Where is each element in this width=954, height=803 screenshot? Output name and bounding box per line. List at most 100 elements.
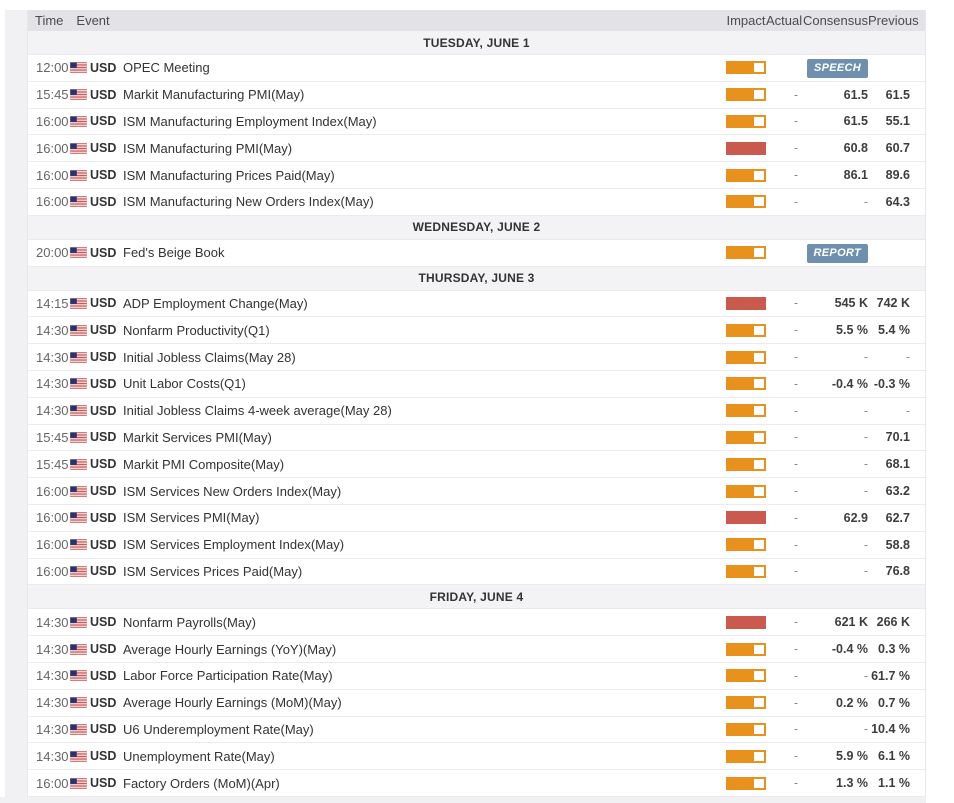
event-row[interactable]: 12:00 USD OPEC Meeting [28,55,925,82]
previous-value: -0.3 % [873,376,910,391]
actual-value: - [793,350,798,365]
event-row[interactable]: 16:00 USD Factory Orders (MoM)(Apr) - [28,770,925,797]
date-header: WEDNESDAY, JUNE 2 [28,215,925,240]
consensus-cell: 62.9 [798,509,868,527]
event-time: 14:30 [36,614,69,630]
previous-value: 89.6 [885,168,910,183]
actual-value: - [793,430,798,445]
us-flag-icon [70,351,87,363]
event-row[interactable]: 14:30 USD Average Hourly Earnings (MoM)(… [28,689,925,717]
event-time: 12:00 [36,60,69,76]
event-row[interactable]: 14:30 USD U6 Underemployment Rate(May) [28,716,925,744]
event-row[interactable]: 16:00 USD ISM Services PMI(May) - [28,504,925,532]
event-row[interactable]: 14:30 USD Labor Force Participation Rate… [28,662,925,690]
us-flag-icon [70,297,87,309]
actual-value: - [793,510,798,525]
event-time: 14:30 [36,721,69,737]
actual-value: - [793,776,798,791]
consensus-cell: -0.4 % [798,375,868,393]
consensus-value: - [863,564,868,579]
consensus-cell: - [798,720,868,738]
event-title: Nonfarm Productivity(Q1) [123,322,270,338]
currency-label: USD [90,510,117,525]
us-flag-icon [70,62,87,74]
event-title: Unemployment Rate(May) [123,748,275,764]
column-header-previous: Previous [868,13,919,28]
event-time: 14:30 [36,376,69,392]
actual-value: - [793,87,798,102]
event-badge[interactable]: SPEECH [806,58,868,78]
event-row[interactable]: 16:00 USD ISM Services New Orders Index(… [28,478,925,505]
event-row[interactable]: 16:00 USD ISM Manufacturing PMI(May) - [28,135,925,163]
currency-label: USD [90,403,117,418]
currency-label: USD [90,168,117,183]
event-row[interactable]: 14:30 USD Average Hourly Earnings (YoY)(… [28,636,925,663]
previous-value: 63.2 [885,484,910,499]
event-title: ISM Manufacturing Employment Index(May) [123,113,377,129]
consensus-cell: - [798,428,868,446]
event-time: 14:30 [36,403,69,419]
event-row[interactable]: 14:30 USD Unit Labor Costs(Q1) - [28,370,925,398]
us-flag-icon [70,539,87,551]
event-time: 14:30 [36,641,69,657]
actual-value: - [793,722,798,737]
us-flag-icon [70,247,87,259]
consensus-cell: SPEECH [798,58,868,78]
column-header-event: Event [76,13,110,28]
impact-meter-icon [726,696,766,710]
date-header-label: THURSDAY, JUNE 3 [418,271,535,286]
event-row[interactable]: 16:00 USD ISM Manufacturing Prices Paid(… [28,162,925,189]
event-row[interactable]: 14:30 USD Initial Jobless Claims 4-week … [28,397,925,425]
us-flag-icon [70,378,87,390]
consensus-cell: REPORT [798,243,868,263]
event-row[interactable]: 16:00 USD ISM Manufacturing Employment I… [28,108,925,136]
actual-value: - [793,141,798,156]
actual-value: - [793,564,798,579]
us-flag-icon [70,697,87,709]
event-row[interactable]: 16:00 USD ISM Services Prices Paid(May) [28,558,925,586]
event-title: ISM Manufacturing Prices Paid(May) [123,167,335,183]
event-time: 16:00 [36,140,69,156]
event-row[interactable]: 14:30 USD Nonfarm Payrolls(May) - [28,609,925,637]
event-time: 15:45 [36,87,69,103]
currency-label: USD [90,376,117,391]
consensus-cell: 60.8 [798,139,868,157]
event-row[interactable]: 15:45 USD Markit PMI Composite(May) - [28,451,925,479]
event-row[interactable]: 14:30 USD Initial Jobless Claims(May 28) [28,344,925,371]
event-row[interactable]: 16:00 USD ISM Manufacturing New Orders I… [28,188,925,216]
event-row[interactable]: 14:15 USD ADP Employment Change(May) - [28,290,925,318]
event-badge[interactable]: REPORT [806,243,868,263]
consensus-value: - [863,668,868,683]
calendar-body: TUESDAY, JUNE 1 12:00 USD OPEC Meeting [28,31,925,797]
event-time: 16:00 [36,510,69,526]
us-flag-icon [70,485,87,497]
previous-value: 5.4 % [878,323,910,338]
consensus-value: 62.9 [843,510,868,525]
event-row[interactable]: 14:30 USD Unemployment Rate(May) - [28,743,925,771]
event-row[interactable]: 15:45 USD Markit Manufacturing PMI(May) [28,81,925,109]
currency-label: USD [90,776,117,791]
currency-label: USD [90,457,117,472]
event-title: ISM Services PMI(May) [123,510,260,526]
event-title: ADP Employment Change(May) [123,295,308,311]
consensus-value: - [863,403,868,418]
actual-value: - [793,668,798,683]
event-title: Average Hourly Earnings (MoM)(May) [123,695,342,711]
event-row[interactable]: 16:00 USD ISM Services Employment Index(… [28,531,925,559]
impact-meter-icon [726,564,766,578]
previous-value: 55.1 [885,114,910,129]
previous-value: 76.8 [885,564,910,579]
impact-meter-icon [726,511,766,525]
impact-meter-icon [726,749,766,763]
event-title: Initial Jobless Claims(May 28) [123,349,296,365]
event-title: OPEC Meeting [123,60,210,76]
event-time: 16:00 [36,483,69,499]
column-header-consensus: Consensus [802,13,868,28]
column-header-time: Time [35,13,64,28]
consensus-value: 621 K [834,615,868,630]
event-row[interactable]: 20:00 USD Fed's Beige Book [28,239,925,267]
event-row[interactable]: 15:45 USD Markit Services PMI(May) - [28,424,925,452]
impact-meter-icon [726,457,766,471]
consensus-value: 5.9 % [836,749,868,764]
event-row[interactable]: 14:30 USD Nonfarm Productivity(Q1) - [28,317,925,345]
